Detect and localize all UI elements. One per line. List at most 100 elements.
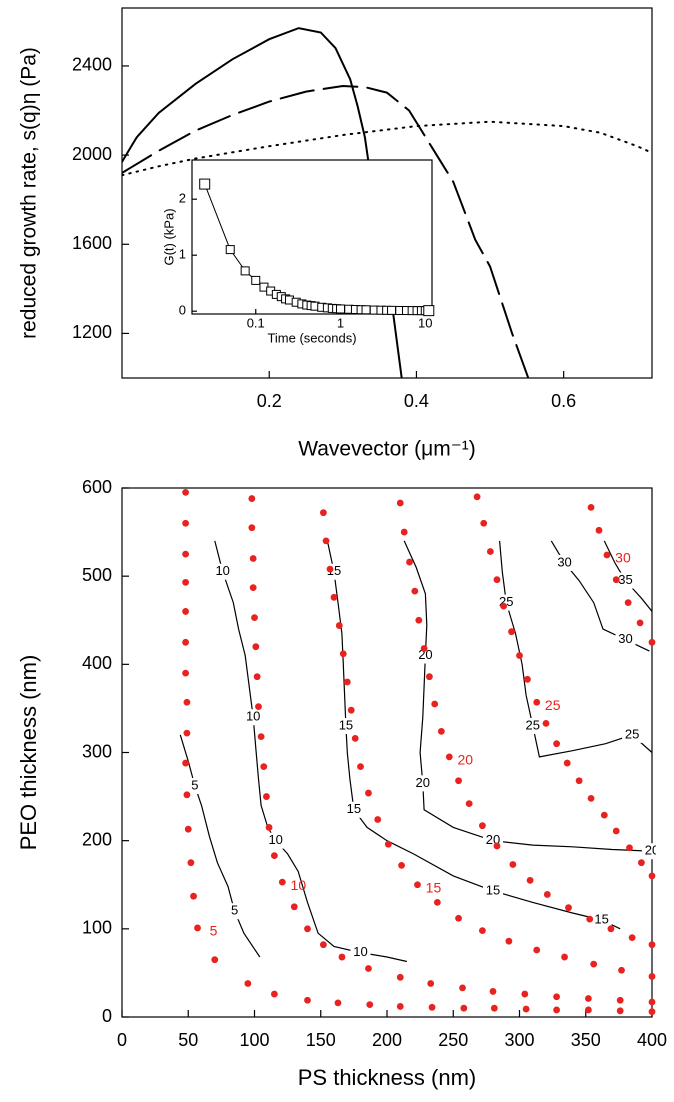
y-tick-label: 200 — [82, 829, 112, 849]
contour-label: 15 — [339, 717, 353, 732]
data-point — [459, 984, 466, 992]
contour-line — [214, 540, 408, 963]
label-bg — [615, 631, 636, 648]
x-tick-label: 50 — [178, 1030, 198, 1050]
data-point — [648, 973, 656, 980]
x-axis-label: Wavevector (μm⁻¹) — [298, 438, 476, 461]
series-label: 10 — [291, 877, 307, 893]
data-point — [563, 759, 571, 767]
y-axis-label: reduced growth rate, s(q)η (Pa) — [18, 47, 41, 339]
x-tick-label: 300 — [504, 1030, 534, 1050]
data-point — [565, 904, 572, 912]
contour-label: 15 — [486, 882, 500, 897]
x-tick-label: 1 — [337, 315, 344, 330]
data-point — [595, 526, 603, 534]
contour-label: 30 — [618, 631, 632, 646]
contour-label: 5 — [191, 777, 198, 792]
data-point — [187, 859, 195, 867]
data-point — [335, 622, 343, 629]
data-point — [516, 652, 523, 659]
data-point — [248, 524, 256, 532]
contour-label: 5 — [231, 903, 238, 918]
data-point — [253, 673, 261, 681]
data-point — [411, 587, 419, 595]
data-point — [648, 1008, 656, 1016]
data-point — [493, 576, 501, 584]
series-label: 30 — [615, 550, 631, 566]
data-point — [384, 840, 392, 848]
thickness-panel: 0 50 100 150 200 250 300 350 400 0 100 200 300 400 500… — [16, 477, 667, 1090]
data-point — [347, 706, 355, 714]
data-point — [500, 602, 507, 610]
y-axis-label: PEO thickness (nm) — [16, 655, 41, 851]
data-point — [396, 973, 404, 981]
data-point — [304, 996, 311, 1004]
contour-line — [326, 540, 621, 930]
label-bg — [184, 778, 205, 795]
data-point — [426, 673, 433, 681]
data-point — [575, 777, 583, 785]
data-point — [182, 550, 190, 558]
contour-label: 25 — [625, 726, 639, 741]
data-point — [374, 816, 382, 823]
data-point — [248, 495, 256, 502]
data-point — [396, 1003, 404, 1010]
data-point — [542, 720, 550, 727]
data-point — [587, 794, 595, 802]
contour-label: 20 — [416, 775, 430, 790]
data-point — [339, 650, 347, 658]
data-point — [320, 509, 327, 517]
data-point — [244, 980, 252, 987]
data-point — [270, 990, 278, 998]
data-point — [586, 915, 594, 923]
data-point — [184, 825, 192, 833]
data-point — [638, 859, 645, 867]
y-axis-label: G(t) (kPa) — [161, 208, 176, 265]
y-tick-label: 100 — [82, 918, 112, 938]
data-point — [445, 753, 453, 761]
data-point — [240, 266, 250, 276]
x-tick-label: 200 — [372, 1030, 402, 1050]
series-label: 15 — [426, 879, 442, 895]
data-point — [486, 548, 494, 555]
contour-label: 15 — [347, 801, 361, 816]
label-bg — [522, 718, 543, 735]
data-point — [455, 777, 462, 785]
contour-line — [179, 734, 261, 958]
x-tick-label: 400 — [637, 1030, 667, 1050]
data-point — [628, 934, 636, 942]
label-bg — [554, 554, 575, 571]
x-tick-label: 0.2 — [257, 391, 282, 411]
plot-frame — [191, 159, 433, 315]
y-tick-label: 0 — [179, 303, 186, 318]
contour-label: 35 — [618, 572, 632, 587]
data-point — [182, 669, 190, 677]
data-point — [490, 1004, 498, 1012]
data-point — [423, 305, 435, 317]
data-point — [587, 503, 595, 511]
label-bg — [212, 563, 233, 580]
data-point — [365, 965, 372, 972]
x-axis-label: Time (seconds) — [267, 330, 356, 345]
contour-label: 10 — [268, 832, 282, 847]
data-point — [400, 528, 408, 536]
label-bg — [243, 709, 264, 726]
data-point — [182, 638, 190, 646]
x-tick-label: 150 — [306, 1030, 336, 1050]
data-point — [626, 844, 633, 852]
data-point — [182, 519, 190, 527]
data-point — [182, 608, 190, 615]
data-point — [265, 824, 273, 831]
data-point — [182, 759, 190, 767]
contour-line — [403, 540, 653, 852]
data-point — [433, 898, 441, 906]
data-point — [334, 999, 342, 1007]
x-tick-label: 0.6 — [551, 391, 576, 411]
data-point — [263, 793, 270, 800]
data-point — [533, 946, 541, 954]
data-point — [182, 578, 190, 586]
data-point — [406, 558, 413, 566]
y-tick-label: 1 — [179, 247, 186, 262]
